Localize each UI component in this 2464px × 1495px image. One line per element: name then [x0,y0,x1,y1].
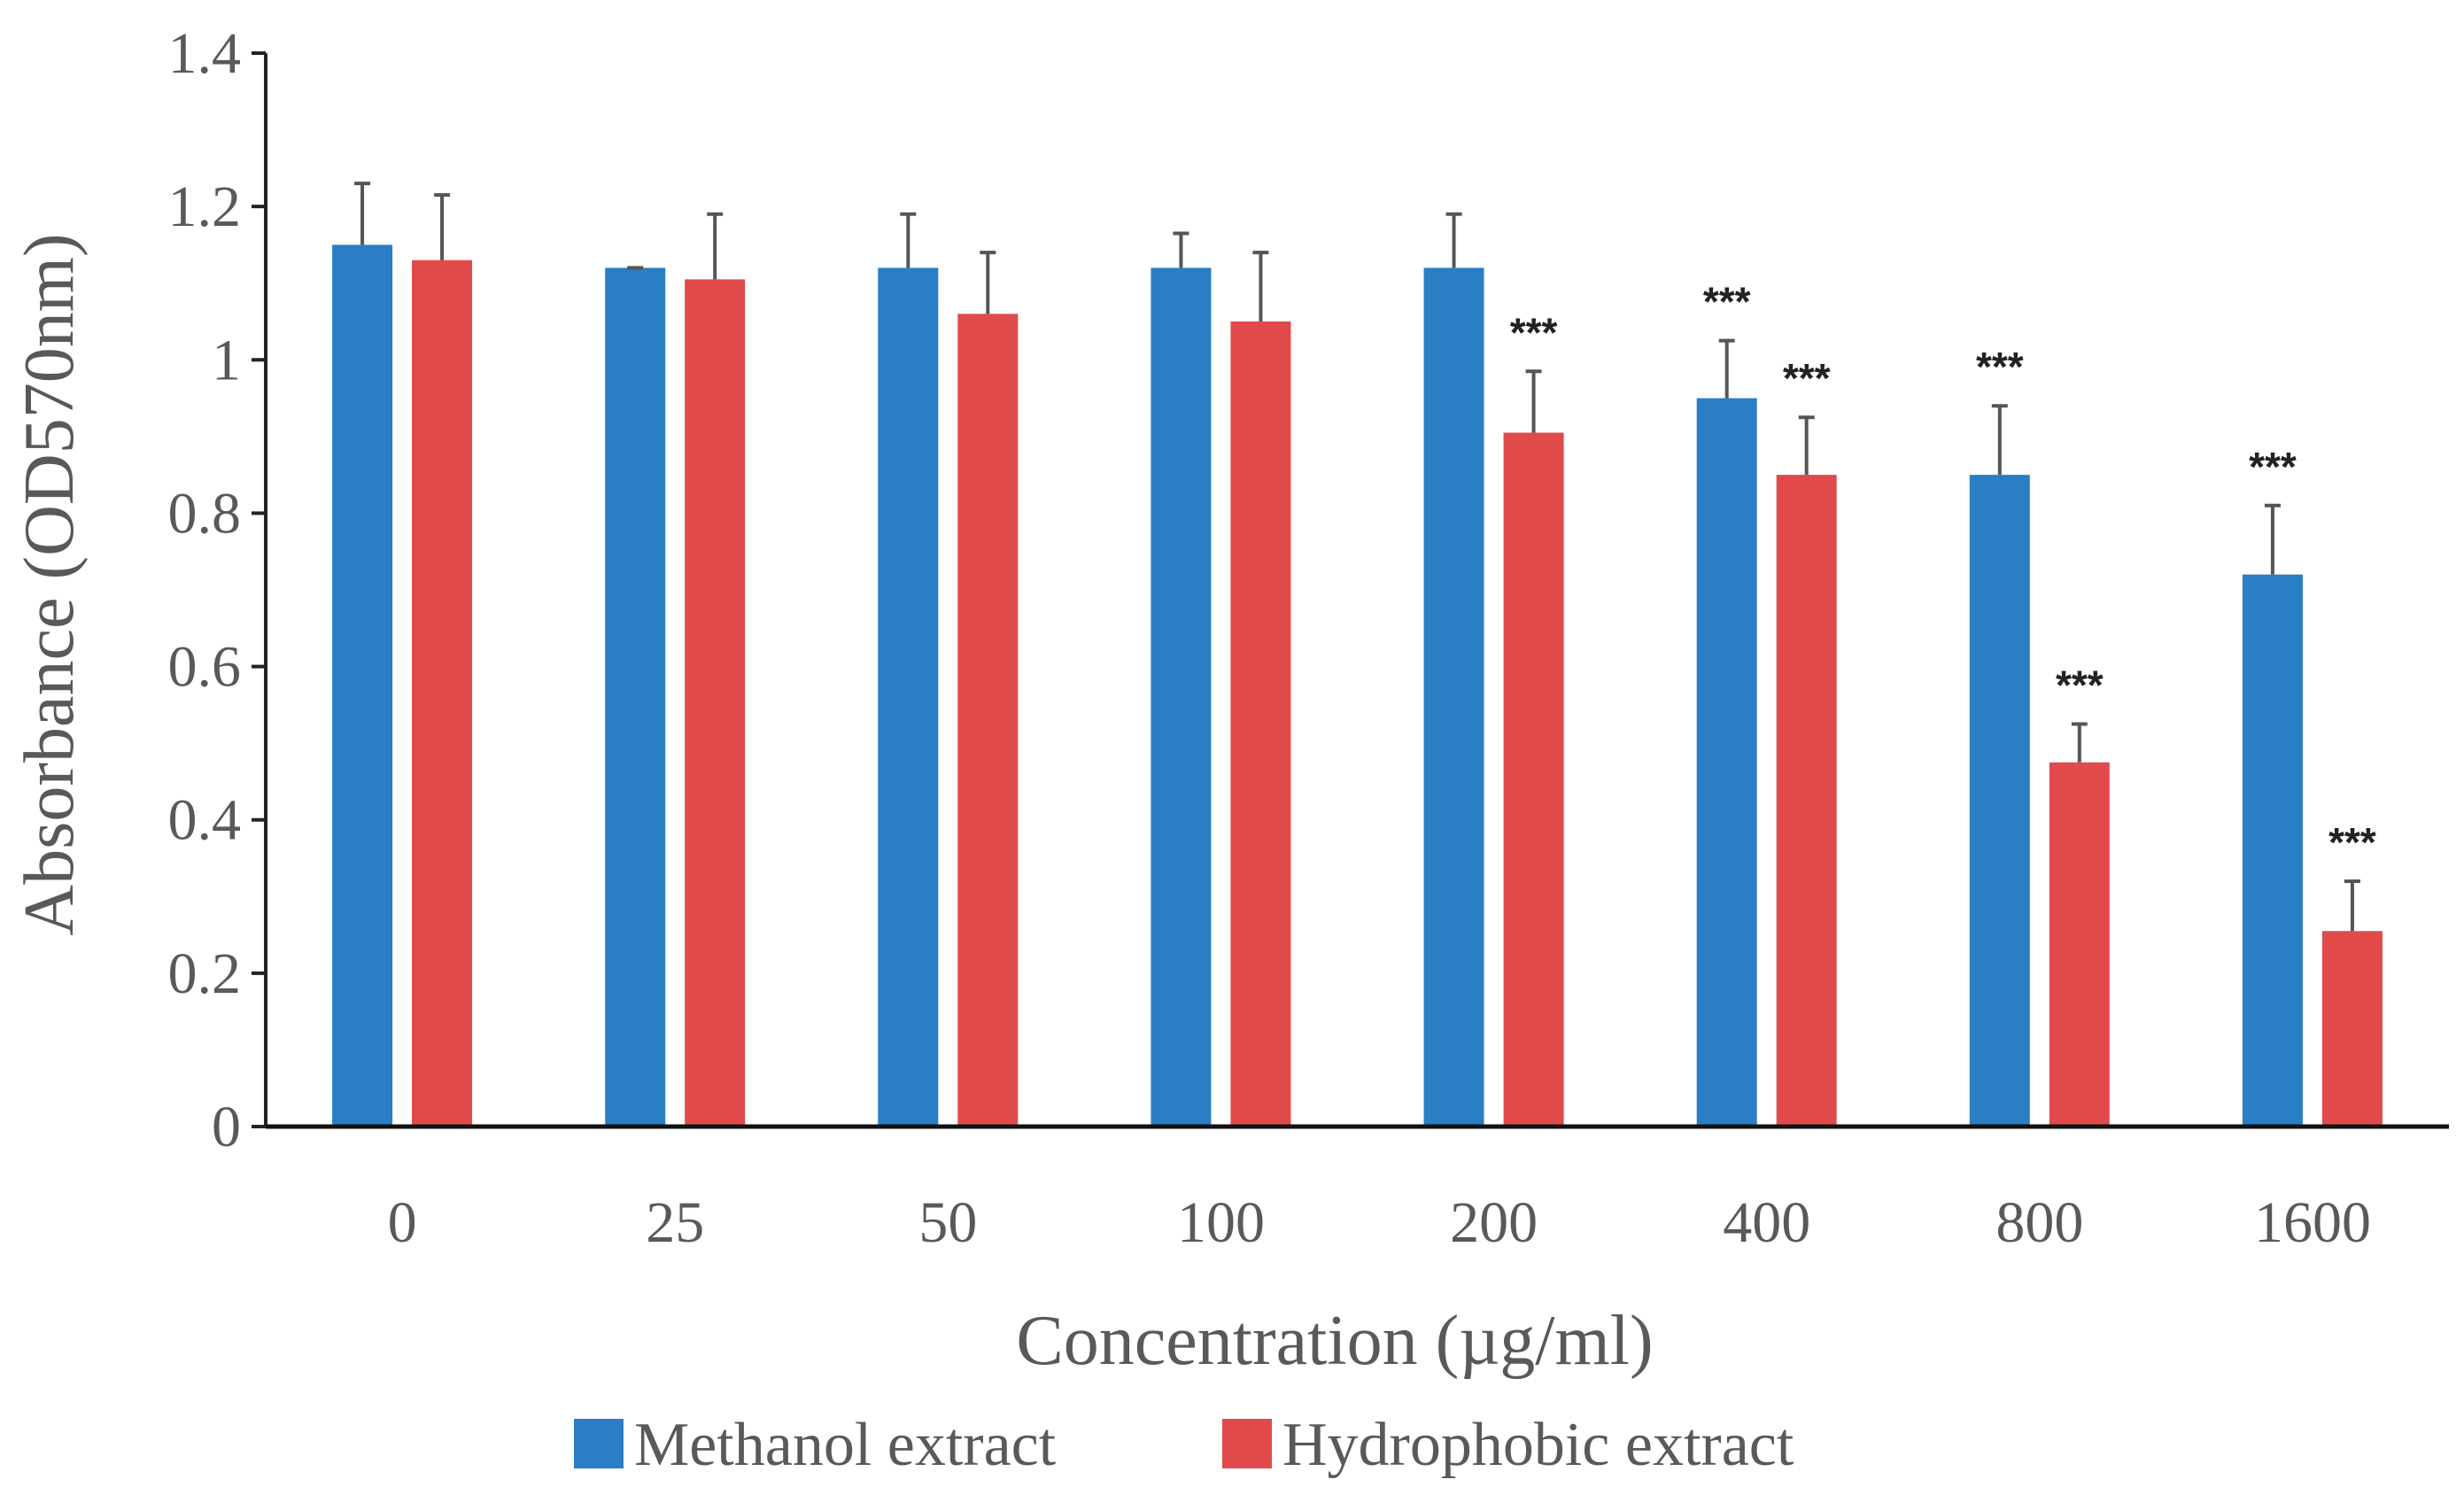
y-tick-label: 1 [212,328,241,392]
bar-hydrophobic [412,259,473,1127]
bar-methanol [1151,267,1212,1127]
significance-label: *** [2056,662,2104,709]
bars [332,244,2383,1127]
x-tick-label: 50 [918,1190,977,1255]
x-tick-label: 400 [1723,1190,1810,1255]
x-tick-label: 1600 [2254,1190,2371,1255]
x-tick-label: 25 [646,1190,704,1255]
y-tick-label: 0.2 [168,941,242,1006]
x-tick-label: 100 [1177,1190,1265,1255]
significance-label: *** [2249,444,2297,490]
bar-hydrophobic [1230,321,1291,1127]
y-axis: 0 0.2 0.4 0.6 0.8 1 1.2 1.4 [168,21,267,1159]
y-tick-label: 0.4 [168,788,242,853]
bar-methanol [1969,475,2030,1127]
bar-methanol [332,244,393,1127]
significance-label: *** [1976,344,2024,390]
bar-methanol [605,267,666,1127]
x-axis: 0 25 50 100 200 400 800 1600 [266,1124,2449,1255]
bar-hydrophobic [685,279,746,1127]
bar-hydrophobic [2049,762,2110,1127]
bar-hydrophobic [1503,432,1564,1127]
bar-methanol [2242,574,2303,1127]
bar-methanol [1696,398,1757,1127]
bar-hydrophobic [957,314,1019,1127]
error-bars [354,182,2360,932]
y-axis-title: Absorbance (OD570nm) [11,233,89,935]
x-tick-label: 800 [1995,1190,2083,1255]
y-tick-label: 0.6 [168,635,242,700]
legend-label-hydrophobic: Hydrophobic extract [1282,1411,1794,1479]
y-tick-label: 0 [212,1095,241,1159]
x-tick-label: 200 [1450,1190,1538,1255]
significance-label: *** [1510,309,1558,355]
y-tick-label: 1.2 [168,174,242,239]
legend-label-methanol: Methanol extract [634,1411,1057,1479]
significance-label: *** [1703,279,1751,325]
bar-methanol [1423,267,1484,1127]
significance-markers: *** *** *** *** *** *** *** [1510,279,2376,865]
legend: Methanol extract Hydrophobic extract [574,1411,1794,1479]
significance-label: *** [1783,355,1831,401]
bar-hydrophobic [2321,931,2383,1127]
y-tick-label: 1.4 [168,21,242,86]
significance-label: *** [2328,819,2376,865]
bar-hydrophobic [1776,475,1837,1127]
legend-swatch-methanol [574,1419,624,1468]
x-axis-title: Concentration (µg/ml) [1016,1302,1653,1380]
y-tick-label: 0.8 [168,481,242,546]
legend-swatch-hydrophobic [1222,1419,1272,1468]
bar-methanol [878,267,939,1127]
x-tick-label: 0 [388,1190,417,1255]
